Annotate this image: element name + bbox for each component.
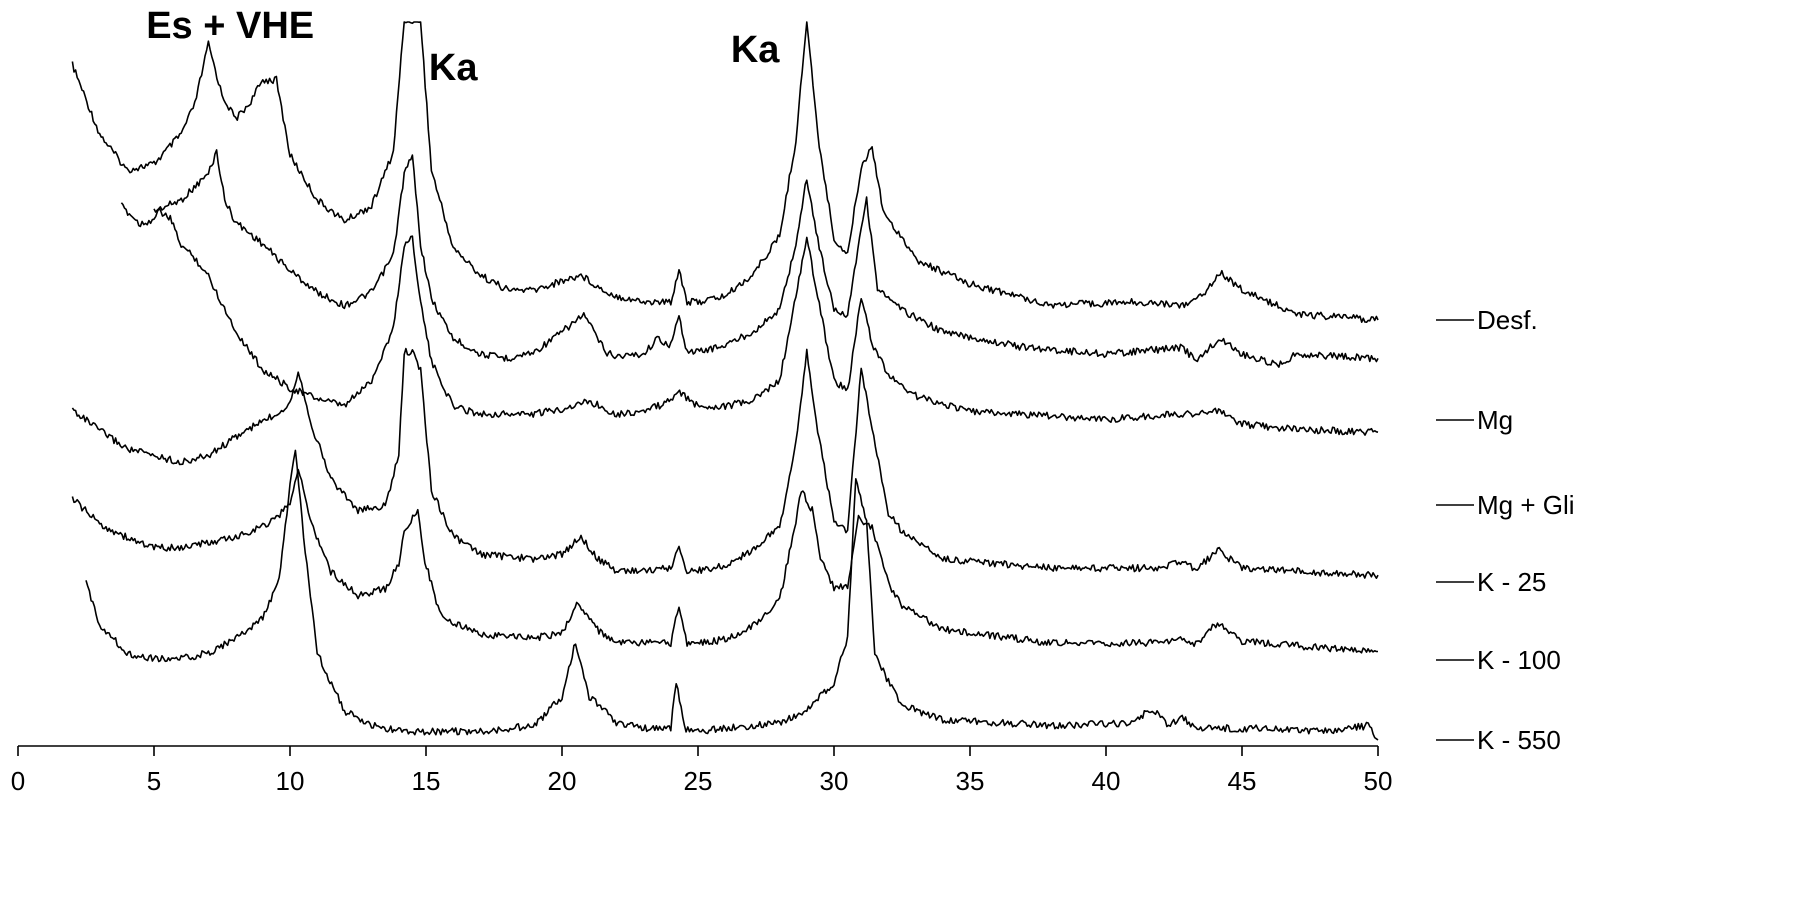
trace-k-25 — [71, 347, 1379, 579]
x-tick-label-5: 5 — [147, 766, 161, 796]
x-tick-label-20: 20 — [548, 766, 577, 796]
annotations: Es + VHE Ka Ka — [146, 5, 780, 89]
legend-label-k-25: K - 25 — [1477, 567, 1546, 597]
x-tick-label-35: 35 — [956, 766, 985, 796]
trace-desf — [71, 21, 1379, 323]
legend: Desf. Mg Mg + Gli K - 25 K - 100 K - 550 — [1436, 305, 1575, 755]
annotation-ka-1: Ka — [429, 47, 478, 89]
x-tick-label-50: 50 — [1364, 766, 1393, 796]
annotation-ka-2: Ka — [731, 29, 780, 71]
legend-label-k-100: K - 100 — [1477, 645, 1561, 675]
trace-mg-gli — [120, 202, 1379, 436]
trace-mg — [153, 149, 1379, 368]
x-tick-label-15: 15 — [412, 766, 441, 796]
x-tick-label-0: 0 — [11, 766, 25, 796]
x-tick-label-25: 25 — [684, 766, 713, 796]
legend-label-mg: Mg — [1477, 405, 1513, 435]
annotation-es-vhe-0: Es + VHE — [146, 5, 314, 47]
x-tick-label-40: 40 — [1092, 766, 1121, 796]
legend-label-k-550: K - 550 — [1477, 725, 1561, 755]
x-axis-ticks: 0 5 10 15 20 25 30 35 40 45 50 — [11, 746, 1393, 796]
trace-k-550 — [85, 449, 1379, 741]
legend-label-desf: Desf. — [1477, 305, 1538, 335]
x-tick-label-30: 30 — [820, 766, 849, 796]
traces-group — [71, 21, 1379, 741]
x-tick-label-45: 45 — [1228, 766, 1257, 796]
legend-label-mg-gli: Mg + Gli — [1477, 490, 1575, 520]
x-tick-label-10: 10 — [276, 766, 305, 796]
